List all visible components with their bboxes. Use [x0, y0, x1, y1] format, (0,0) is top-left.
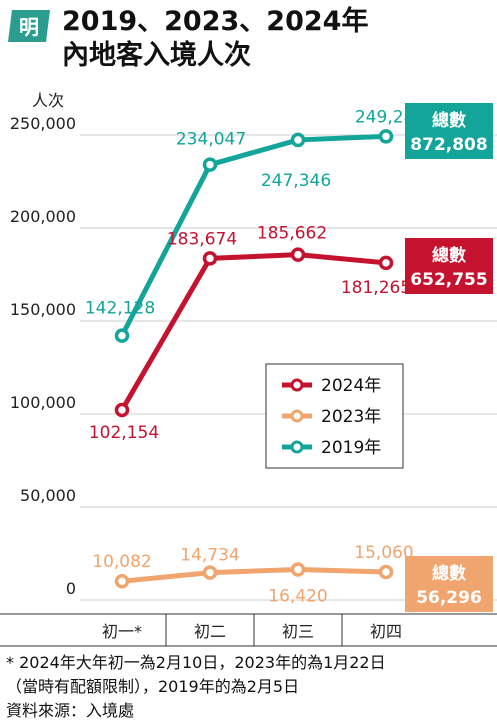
- total-box-value: 56,296: [416, 588, 482, 608]
- data-point-2024: [290, 247, 306, 262]
- data-label-2019: 142,128: [85, 299, 155, 319]
- legend-swatch-marker: [290, 440, 304, 454]
- legend-swatch-marker: [290, 409, 304, 423]
- title-line-1: 2019、2023、2024年: [62, 6, 369, 37]
- total-box-value: 872,808: [410, 135, 487, 155]
- data-point-2019: [378, 129, 394, 144]
- y-tick-label: 50,000: [20, 486, 76, 505]
- total-box-2019: [405, 103, 493, 159]
- logo-text: 明: [19, 15, 39, 39]
- data-point-2023: [290, 562, 306, 577]
- y-tick-label: 150,000: [10, 300, 76, 319]
- data-label-2023: 15,060: [354, 543, 413, 563]
- footnote-line-1: * 2024年大年初一為2月10日，2023年的為1月22日: [6, 653, 386, 672]
- data-point-2019: [202, 157, 218, 172]
- series-line-2023: [121, 566, 387, 584]
- data-point-2023: [378, 564, 394, 580]
- footnote-line-2: （當時有配額限制），2019年的為2月5日: [6, 677, 300, 696]
- data-label-2024: 185,662: [257, 224, 327, 244]
- data-label-2023: 14,734: [180, 546, 239, 566]
- total-box-2023: [405, 556, 493, 612]
- legend-swatch-marker: [290, 378, 304, 392]
- total-box-value: 652,755: [410, 270, 487, 290]
- ming-pao-logo-icon: 明: [8, 10, 50, 42]
- legend-label: 2024年: [321, 376, 381, 396]
- y-tick-label: 250,000: [10, 114, 76, 133]
- data-label-2019: 234,047: [176, 130, 246, 150]
- x-tick-label: 初三: [282, 622, 314, 641]
- data-label-2019: 247,346: [261, 171, 331, 191]
- data-point-2019: [114, 328, 130, 343]
- total-box-label: 總數: [432, 563, 466, 584]
- total-box-label: 總數: [432, 110, 466, 131]
- series-line-2019: [119, 133, 387, 337]
- data-label-2023: 16,420: [268, 586, 327, 606]
- legend-label: 2023年: [321, 407, 381, 427]
- data-label-2023: 10,082: [92, 552, 151, 572]
- series-line-2024: [119, 252, 387, 412]
- y-tick-label: 100,000: [10, 393, 76, 412]
- y-tick-label: 200,000: [10, 207, 76, 226]
- data-label-2024: 181,265: [341, 278, 411, 298]
- data-point-2024: [378, 255, 394, 271]
- y-axis-label: 人次: [32, 91, 64, 110]
- title-line-2: 內地客入境人次: [62, 40, 251, 71]
- source-note: 資料來源：入境處: [6, 701, 135, 720]
- x-tick-label: 初四: [370, 622, 402, 641]
- data-label-2024: 183,674: [167, 229, 237, 249]
- total-box-2024: [405, 238, 493, 294]
- data-point-2023: [114, 573, 130, 589]
- data-point-2023: [202, 565, 218, 580]
- header: 明 2019、2023、2024年 內地客入境人次: [0, 0, 497, 80]
- total-box-label: 總數: [432, 245, 466, 266]
- y-tick-label: 0: [66, 579, 76, 598]
- data-point-2024: [114, 402, 130, 418]
- legend-label: 2019年: [321, 438, 381, 458]
- x-tick-label: 初一*: [102, 622, 142, 641]
- x-tick-label: 初二: [194, 622, 226, 641]
- data-point-2019: [290, 132, 306, 148]
- data-point-2024: [202, 251, 218, 266]
- data-label-2024: 102,154: [89, 423, 159, 443]
